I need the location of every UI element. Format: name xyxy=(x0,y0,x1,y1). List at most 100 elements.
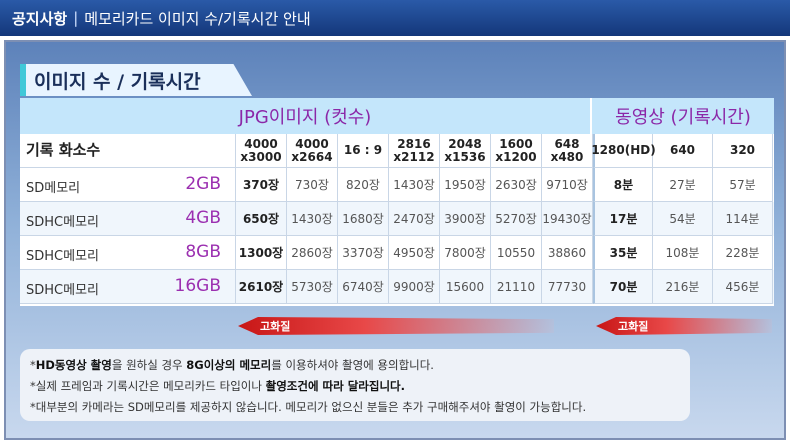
jpg-count: 7800장 xyxy=(440,236,491,270)
table-row: SDHC메모리 16GB 2610장 5730장 6740장 9900장 156… xyxy=(20,270,774,304)
note-text: 을 원하실 경우 xyxy=(111,358,187,372)
memory-capacity: 8GB xyxy=(185,242,221,262)
video-time: 8분 xyxy=(593,168,653,202)
jpg-count: 5270장 xyxy=(491,202,542,236)
jpg-count: 19430장 xyxy=(542,202,593,236)
info-panel: 이미지 수 / 기록시간 JPG이미지 (컷수) 동영상 (기록시간) 기록 화… xyxy=(4,40,786,440)
jpg-count: 4950장 xyxy=(389,236,440,270)
res-header-text: 648 x480 xyxy=(550,136,584,164)
res-header: 648 x480 xyxy=(542,134,593,168)
jpg-count: 2630장 xyxy=(491,168,542,202)
capacity-table: JPG이미지 (컷수) 동영상 (기록시간) 기록 화소수 4000 x3000… xyxy=(20,98,774,306)
note-bold: HD동영상 촬영 xyxy=(35,358,112,372)
jpg-count: 820장 xyxy=(338,168,389,202)
note-text: *대부분의 카메라는 SD메모리를 제공하지 않습니다. 메모리가 없으신 분들… xyxy=(30,400,587,414)
video-time: 54분 xyxy=(653,202,713,236)
table-row: SDHC메모리 4GB 650장 1430장 1680장 2470장 3900장… xyxy=(20,202,774,236)
header-title-strong: 공지사항 xyxy=(12,9,68,28)
res-header-text: 2048 x1536 xyxy=(444,136,486,164)
video-header: 640 xyxy=(653,134,713,168)
notes-box: *HD동영상 촬영을 원하실 경우 8G이상의 메모리를 이용하셔야 촬영에 용… xyxy=(20,349,690,421)
table-row: SD메모리 2GB 370장 730장 820장 1430장 1950장 263… xyxy=(20,168,774,202)
jpg-count: 650장 xyxy=(236,202,287,236)
video-header: 320 xyxy=(713,134,773,168)
jpg-count: 3370장 xyxy=(338,236,389,270)
jpg-count: 1430장 xyxy=(287,202,338,236)
table-header-row: 기록 화소수 4000 x3000 4000 x2664 16 : 9 2816… xyxy=(20,134,774,168)
row-label: SDHC메모리 16GB xyxy=(20,270,236,304)
res-header-text: 16 : 9 xyxy=(343,143,383,157)
jpg-count: 38860 xyxy=(542,236,593,270)
header-separator: | xyxy=(73,9,79,27)
memory-capacity: 2GB xyxy=(185,174,221,194)
video-time: 35분 xyxy=(593,236,653,270)
jpg-count: 9900장 xyxy=(389,270,440,304)
note-text: *실제 프레임과 기록시간은 메모리카드 타입이나 xyxy=(30,379,266,393)
video-time: 216분 xyxy=(653,270,713,304)
video-time: 456분 xyxy=(713,270,773,304)
video-time: 70분 xyxy=(593,270,653,304)
jpg-count: 77730 xyxy=(542,270,593,304)
memory-name: SDHC메모리 xyxy=(26,215,99,230)
note-bold: 8G이상의 메모리 xyxy=(186,358,272,372)
jpg-count: 6740장 xyxy=(338,270,389,304)
res-header: 16 : 9 xyxy=(338,134,389,168)
jpg-count: 2860장 xyxy=(287,236,338,270)
res-header: 2048 x1536 xyxy=(440,134,491,168)
res-header-text: 4000 x3000 xyxy=(240,136,282,164)
jpg-count: 10550 xyxy=(491,236,542,270)
notice-header: 공지사항 | 메모리카드 이미지 수/기록시간 안내 xyxy=(0,0,790,36)
jpg-count: 3900장 xyxy=(440,202,491,236)
video-time: 114분 xyxy=(713,202,773,236)
video-header: 1280(HD) xyxy=(591,134,656,168)
row-label: SDHC메모리 4GB xyxy=(20,202,236,236)
jpg-count: 2610장 xyxy=(236,270,287,304)
jpg-count: 15600 xyxy=(440,270,491,304)
note-line: *HD동영상 촬영을 원하실 경우 8G이상의 메모리를 이용하셔야 촬영에 용… xyxy=(30,355,680,376)
res-header: 4000 x3000 xyxy=(236,134,287,168)
note-text: * xyxy=(30,358,36,372)
memory-name: SDHC메모리 xyxy=(26,249,99,264)
section-tab: 이미지 수 / 기록시간 xyxy=(20,64,252,96)
row-label: SD메모리 2GB xyxy=(20,168,236,202)
jpg-count: 370장 xyxy=(236,168,287,202)
category-jpg: JPG이미지 (컷수) xyxy=(20,98,592,134)
memory-name: SDHC메모리 xyxy=(26,283,99,298)
jpg-count: 2470장 xyxy=(389,202,440,236)
arrow-label: 고화질 xyxy=(618,320,649,333)
res-header-text: 4000 x2664 xyxy=(291,136,333,164)
note-line: *대부분의 카메라는 SD메모리를 제공하지 않습니다. 메모리가 없으신 분들… xyxy=(30,397,680,418)
quality-arrow-video: 고화질 xyxy=(596,317,772,335)
res-header-text: 1600 x1200 xyxy=(495,136,537,164)
jpg-count: 9710장 xyxy=(542,168,593,202)
jpg-count: 1300장 xyxy=(236,236,287,270)
memory-name: SD메모리 xyxy=(26,181,81,196)
note-bold: 촬영조건에 따라 달라집니다. xyxy=(265,379,405,393)
jpg-count: 5730장 xyxy=(287,270,338,304)
jpg-count: 21110 xyxy=(491,270,542,304)
category-video: 동영상 (기록시간) xyxy=(592,98,774,134)
category-row: JPG이미지 (컷수) 동영상 (기록시간) xyxy=(20,98,774,134)
arrow-label: 고화질 xyxy=(260,320,291,333)
video-time: 108분 xyxy=(653,236,713,270)
video-time: 17분 xyxy=(593,202,653,236)
video-time: 228분 xyxy=(713,236,773,270)
row-label: SDHC메모리 8GB xyxy=(20,236,236,270)
video-time: 57분 xyxy=(713,168,773,202)
header-label: 기록 화소수 xyxy=(20,134,236,168)
jpg-count: 1950장 xyxy=(440,168,491,202)
quality-arrow-jpg: 고화질 xyxy=(238,317,554,335)
res-header: 2816 x2112 xyxy=(389,134,440,168)
jpg-count: 730장 xyxy=(287,168,338,202)
res-header: 1600 x1200 xyxy=(491,134,542,168)
note-text: 를 이용하셔야 촬영에 용의합니다. xyxy=(271,358,434,372)
note-line: *실제 프레임과 기록시간은 메모리카드 타입이나 촬영조건에 따라 달라집니다… xyxy=(30,376,680,397)
memory-capacity: 16GB xyxy=(174,276,221,296)
res-header: 4000 x2664 xyxy=(287,134,338,168)
video-time: 27분 xyxy=(653,168,713,202)
table-row: SDHC메모리 8GB 1300장 2860장 3370장 4950장 7800… xyxy=(20,236,774,270)
header-title: 메모리카드 이미지 수/기록시간 안내 xyxy=(84,9,311,28)
jpg-count: 1430장 xyxy=(389,168,440,202)
memory-capacity: 4GB xyxy=(185,208,221,228)
res-header-text: 2816 x2112 xyxy=(393,136,435,164)
